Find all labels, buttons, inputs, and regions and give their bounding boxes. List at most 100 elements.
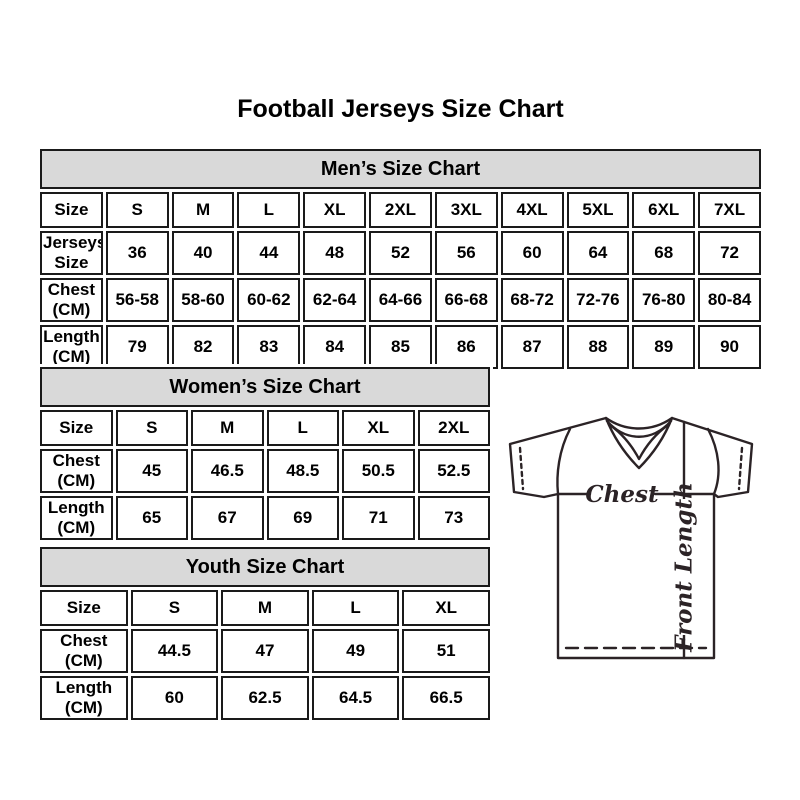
- men-cell: 36: [105, 231, 169, 275]
- men-cell: 62-64: [303, 278, 367, 322]
- youth-cell: L: [311, 590, 400, 626]
- women-section-title: Women’s Size Chart: [40, 367, 490, 407]
- youth-section-title: Youth Size Chart: [40, 547, 490, 587]
- men-cell: 68-72: [500, 278, 564, 322]
- women-cell: XL: [342, 410, 415, 446]
- men-cell: 64-66: [369, 278, 432, 322]
- womens-size-chart-section: Women’s Size Chart Size S M L XL 2XL Chest (CM)…: [37, 364, 493, 543]
- men-size-table: Men’s Size Chart Size S M L XL 2XL 3XL 4XL 5XL 6XL…: [37, 146, 764, 372]
- youth-row-label: Length (CM): [40, 676, 128, 720]
- men-cell: 64: [566, 231, 630, 275]
- women-cell: 48.5: [266, 449, 339, 493]
- men-cell: 7XL: [698, 192, 761, 228]
- men-cell: 79: [105, 325, 169, 369]
- men-cell: 44: [237, 231, 301, 275]
- women-cell: 65: [115, 496, 188, 540]
- women-cell: 46.5: [191, 449, 264, 493]
- men-cell: 52: [369, 231, 432, 275]
- youth-cell: 47: [221, 629, 309, 673]
- youth-row-2: Length (CM) 60 62.5 64.5 66.5: [40, 676, 490, 720]
- men-row-label: Jerseys Size: [40, 231, 103, 275]
- youth-cell: 49: [311, 629, 400, 673]
- women-cell: M: [191, 410, 264, 446]
- men-cell: S: [105, 192, 169, 228]
- men-cell: 3XL: [434, 192, 498, 228]
- men-row-3: Length (CM) 79 82 83 84 85 86 87 88 89 90: [40, 325, 761, 369]
- youth-cell: 51: [402, 629, 490, 673]
- women-cell: 2XL: [417, 410, 490, 446]
- women-row-2: Length (CM) 65 67 69 71 73: [40, 496, 490, 540]
- youth-row-0: Size S M L XL: [40, 590, 490, 626]
- collar-rib-line-1: [604, 416, 674, 430]
- men-cell: XL: [303, 192, 367, 228]
- men-cell: 84: [303, 325, 367, 369]
- women-cell: 52.5: [417, 449, 490, 493]
- men-row-label: Chest (CM): [40, 278, 103, 322]
- youth-cell: 66.5: [402, 676, 490, 720]
- men-cell: 40: [171, 231, 235, 275]
- men-row-2: Chest (CM) 56-58 58-60 60-62 62-64 64-66 66-68…: [40, 278, 761, 322]
- men-row-1: Jerseys Size 36 40 44 48 52 56 60 64 68 72: [40, 231, 761, 275]
- youth-cell: 44.5: [130, 629, 219, 673]
- men-cell: 72-76: [566, 278, 630, 322]
- women-cell: S: [115, 410, 188, 446]
- youth-cell: XL: [402, 590, 490, 626]
- youth-cell: M: [221, 590, 309, 626]
- men-cell: 72: [698, 231, 761, 275]
- men-row-label: Length (CM): [40, 325, 103, 369]
- men-cell: 66-68: [434, 278, 498, 322]
- men-cell: 87: [500, 325, 564, 369]
- jersey-measurement-diagram: Chest Front Length: [508, 416, 754, 660]
- men-cell: M: [171, 192, 235, 228]
- women-cell: 69: [266, 496, 339, 540]
- youth-size-chart-section: Youth Size Chart Size S M L XL Chest (CM) 44.5 4…: [37, 544, 493, 723]
- mens-size-chart-section: Men’s Size Chart Size S M L XL 2XL 3XL 4XL 5XL 6XL…: [37, 146, 764, 372]
- women-cell: 71: [342, 496, 415, 540]
- men-cell: 48: [303, 231, 367, 275]
- men-section-title: Men’s Size Chart: [40, 149, 761, 189]
- women-row-label: Chest (CM): [40, 449, 113, 493]
- men-cell: 56-58: [105, 278, 169, 322]
- left-armhole-seam: [556, 427, 572, 496]
- youth-row-1: Chest (CM) 44.5 47 49 51: [40, 629, 490, 673]
- youth-size-table: Youth Size Chart Size S M L XL Chest (CM) 44.5 4…: [37, 544, 493, 723]
- men-cell: 60: [500, 231, 564, 275]
- women-row-label: Size: [40, 410, 113, 446]
- men-cell: 82: [171, 325, 235, 369]
- men-cell: 76-80: [632, 278, 696, 322]
- men-cell: 88: [566, 325, 630, 369]
- men-cell: 60-62: [237, 278, 301, 322]
- men-row-0: Size S M L XL 2XL 3XL 4XL 5XL 6XL 7XL: [40, 192, 761, 228]
- women-row-label: Length (CM): [40, 496, 113, 540]
- jersey-outline: [508, 416, 754, 660]
- chest-label: Chest: [585, 481, 659, 508]
- men-cell: 68: [632, 231, 696, 275]
- women-cell: 50.5: [342, 449, 415, 493]
- women-cell: 45: [115, 449, 188, 493]
- men-row-label: Size: [40, 192, 103, 228]
- women-cell: L: [266, 410, 339, 446]
- men-header-row: Men’s Size Chart: [40, 149, 761, 189]
- front-length-label: Front Length: [671, 482, 698, 653]
- youth-cell: 60: [130, 676, 219, 720]
- women-cell: 67: [191, 496, 264, 540]
- page-title: Football Jerseys Size Chart: [237, 95, 564, 123]
- men-cell: 80-84: [698, 278, 761, 322]
- men-cell: 2XL: [369, 192, 432, 228]
- youth-cell: 62.5: [221, 676, 309, 720]
- collar-inner-v-line: [608, 423, 670, 461]
- women-size-table: Women’s Size Chart Size S M L XL 2XL Chest (CM)…: [37, 364, 493, 543]
- women-row-1: Chest (CM) 45 46.5 48.5 50.5 52.5: [40, 449, 490, 493]
- youth-header-row: Youth Size Chart: [40, 547, 490, 587]
- men-cell: 90: [698, 325, 761, 369]
- front-length-label-mask: [671, 499, 697, 635]
- youth-cell: S: [130, 590, 219, 626]
- men-cell: 56: [434, 231, 498, 275]
- left-cuff-dashed-line: [518, 446, 525, 491]
- men-cell: 86: [434, 325, 498, 369]
- women-header-row: Women’s Size Chart: [40, 367, 490, 407]
- women-cell: 73: [417, 496, 490, 540]
- men-cell: 5XL: [566, 192, 630, 228]
- youth-row-label: Size: [40, 590, 128, 626]
